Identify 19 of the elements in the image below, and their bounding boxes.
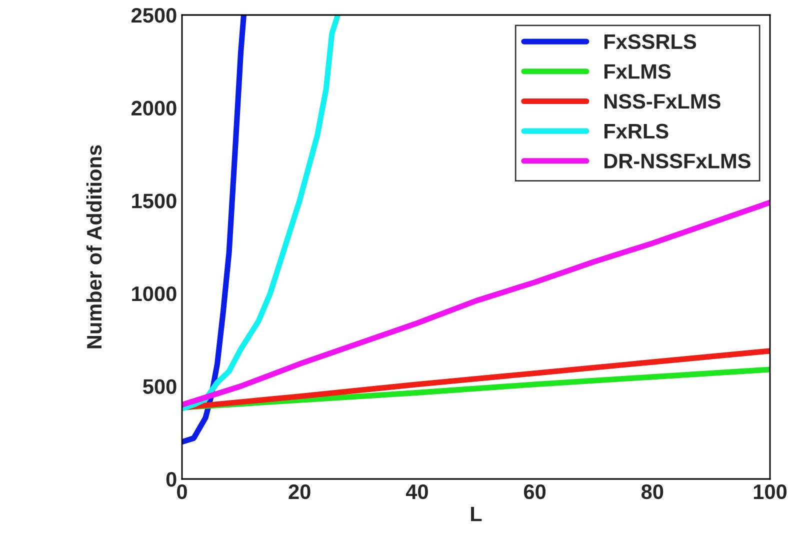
x-tick-label: 20 — [288, 484, 310, 500]
y-tick-label: 1500 — [132, 194, 176, 208]
y-tick-label: 1000 — [132, 286, 176, 302]
x-tick-label: 80 — [641, 484, 664, 500]
y-tick-label: 2000 — [132, 100, 176, 116]
y-axis-title: Number of Additions — [86, 145, 102, 348]
x-axis-title: L — [471, 506, 482, 522]
x-tick-label: 40 — [406, 484, 428, 500]
x-tick-label: 0 — [177, 484, 187, 500]
legend-label: FxSSRLS — [604, 34, 696, 50]
legend-label: FxRLS — [604, 124, 668, 139]
legend-label: FxLMS — [604, 64, 671, 79]
x-tick-label: 60 — [524, 484, 546, 500]
y-tick-label: 500 — [143, 379, 176, 394]
y-tick-label: 2500 — [132, 8, 176, 23]
x-tick-label: 100 — [754, 484, 787, 500]
legend-label: DR-NSSFxLMS — [604, 154, 750, 168]
y-tick-label: 0 — [166, 472, 176, 487]
legend-label: NSS-FxLMS — [604, 94, 720, 109]
